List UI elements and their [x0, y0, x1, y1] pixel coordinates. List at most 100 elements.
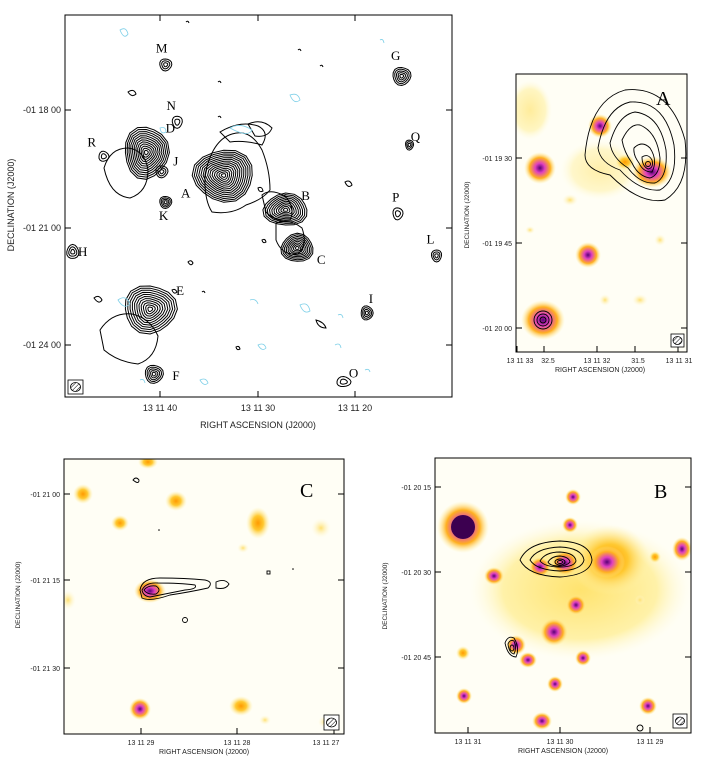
panel-a-x-tick-label: 13 11 32	[584, 358, 611, 365]
panel-b: B 13 11 31 13 11 30 13 11 29 RIGHT ASCEN…	[382, 457, 692, 755]
contour-ring	[209, 164, 237, 188]
source-label-c: C	[317, 252, 326, 267]
panel-c-y-axis-title: DECLINATION (J2000)	[15, 561, 22, 628]
contour-ring	[235, 345, 241, 351]
source-label-h: H	[78, 244, 87, 259]
panel-a-x-tick-label: 13 11 31	[666, 358, 693, 365]
contour-ring	[266, 195, 303, 223]
contour-ring	[257, 186, 264, 193]
contour-ring	[392, 207, 404, 221]
contour-ring	[130, 133, 165, 174]
panel-b-x-tick-label: 13 11 31	[455, 739, 482, 746]
contour-ring	[159, 195, 173, 210]
contour-ring	[142, 147, 151, 158]
panel-b-frame	[434, 457, 692, 734]
contour-ring	[93, 295, 103, 303]
contour-ring	[407, 142, 412, 148]
contour-ring	[365, 310, 370, 316]
radio-source-contours	[360, 305, 374, 321]
contour-ring	[142, 302, 159, 317]
contour-ring	[399, 73, 405, 79]
panel-c-y-tick-label: -01 21 15	[30, 578, 60, 585]
panel-c: C 13 11 29 13 11 28 13 11 27 RIGHT ASCEN…	[15, 458, 345, 756]
panel-c-optical-image	[64, 459, 332, 728]
panel-a-y-tick-label: -01 19 30	[482, 156, 512, 163]
panel-c-label: C	[300, 480, 313, 502]
panel-b-x-tick-label: 13 11 29	[637, 739, 664, 746]
radio-source-contours	[392, 66, 412, 87]
radio-source-contours	[336, 375, 352, 387]
main-x-tick-label: 13 11 30	[241, 403, 275, 413]
panel-a-x-tick-label: 32.5	[541, 358, 555, 365]
panel-b-x-tick-label: 13 11 30	[547, 739, 574, 746]
contour-ring	[70, 248, 76, 255]
panel-a-x-tick-label: 13 11 33	[507, 358, 534, 365]
contour-ring	[432, 251, 441, 261]
panel-c-x-tick-labels: 13 11 29 13 11 28 13 11 27	[128, 740, 340, 747]
contour-ring	[146, 366, 163, 383]
source-label-m: M	[156, 41, 168, 56]
contour-ring	[138, 298, 164, 322]
contour-ring	[132, 135, 163, 172]
panel-c-x-axis-title: RIGHT ASCENSION (J2000)	[159, 749, 249, 756]
panel-b-optical-image	[437, 489, 691, 732]
panel-a-label: A	[656, 88, 671, 110]
contour-ring	[129, 289, 174, 331]
main-frame	[64, 14, 453, 398]
beam-icon	[323, 714, 340, 731]
radio-source-contours	[280, 232, 314, 262]
contour-ring	[406, 141, 413, 149]
contour-ring	[220, 173, 227, 178]
contour-ring	[148, 368, 161, 381]
contour-ring	[275, 220, 305, 255]
contour-ring	[98, 150, 110, 162]
contour-ring	[131, 291, 171, 328]
beam-icon	[670, 333, 685, 348]
contour-ring	[297, 48, 302, 52]
contour-ring	[282, 207, 289, 212]
panel-c-x-tick-label: 13 11 27	[313, 740, 340, 747]
radio-source-contours	[159, 195, 173, 210]
panel-b-y-tick-label: -01 20 45	[401, 655, 431, 662]
panel-a-x-tick-label: 31.5	[631, 358, 645, 365]
contour-ring	[135, 139, 159, 167]
panel-b-y-tick-labels: -01 20 15 -01 20 30 -01 20 45	[401, 485, 431, 662]
main-x-tick-labels: 13 11 40 13 11 30 13 11 20	[143, 403, 372, 413]
main-y-tick-label: -01 24 00	[23, 340, 61, 350]
radio-source-contours	[392, 207, 404, 221]
contour-ring	[185, 20, 190, 24]
contour-ring	[207, 162, 239, 190]
main-x-tick-label: 13 11 20	[338, 403, 372, 413]
source-label-p: P	[392, 190, 399, 205]
source-label-e: E	[176, 283, 184, 298]
contour-ring	[394, 210, 402, 218]
contour-ring	[405, 139, 415, 151]
contour-ring	[430, 249, 443, 263]
panel-c-y-tick-label: -01 21 00	[30, 492, 60, 499]
radio-source-contours	[98, 150, 110, 162]
main-radio-contours	[66, 20, 443, 387]
contour-ring	[140, 145, 153, 160]
radio-source-contours	[191, 149, 253, 203]
contour-ring	[395, 70, 408, 83]
contour-ring	[137, 141, 157, 165]
contour-ring	[171, 115, 183, 129]
contour-ring	[195, 153, 249, 200]
contour-ring	[147, 306, 154, 313]
contour-ring	[289, 240, 305, 255]
radio-source-contours	[171, 115, 183, 129]
main-y-tick-label: -01 21 00	[23, 223, 61, 233]
contour-ring	[144, 364, 164, 384]
contour-ring	[99, 313, 159, 365]
panel-b-y-tick-label: -01 20 15	[401, 485, 431, 492]
contour-ring	[191, 149, 253, 203]
contour-ring	[187, 260, 194, 266]
panel-a: A 13 11 33 32.5 13 11 32 31.5 13 11 31 R…	[464, 73, 693, 374]
contour-ring	[344, 180, 353, 187]
source-label-b: B	[301, 188, 310, 203]
source-label-i: I	[369, 291, 373, 306]
contour-ring	[363, 308, 371, 318]
contour-ring	[157, 167, 167, 177]
contour-ring	[66, 243, 80, 259]
contour-ring	[360, 305, 374, 321]
